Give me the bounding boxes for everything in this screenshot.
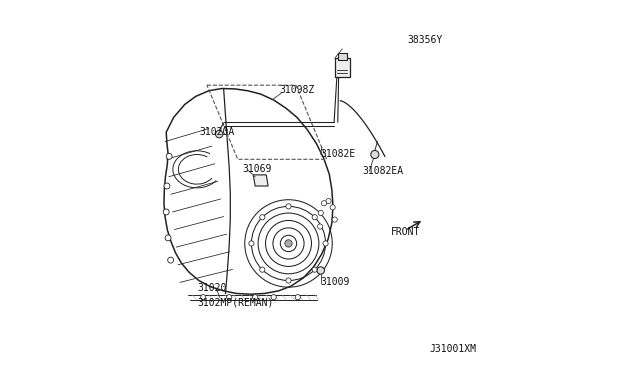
FancyBboxPatch shape — [338, 53, 347, 60]
Circle shape — [318, 211, 323, 215]
Text: 31098Z: 31098Z — [279, 85, 314, 94]
Polygon shape — [253, 175, 268, 186]
Circle shape — [312, 215, 317, 220]
Circle shape — [330, 205, 335, 210]
Text: 31020A: 31020A — [200, 127, 235, 137]
Circle shape — [164, 183, 170, 189]
Circle shape — [371, 150, 379, 158]
Circle shape — [317, 267, 324, 274]
Text: 3102MP(REMAN): 3102MP(REMAN) — [198, 298, 274, 308]
Circle shape — [271, 295, 276, 300]
Circle shape — [260, 215, 265, 220]
Circle shape — [201, 295, 206, 300]
Text: 31069: 31069 — [242, 164, 271, 174]
Circle shape — [163, 209, 169, 215]
Circle shape — [295, 295, 300, 300]
Polygon shape — [164, 89, 333, 294]
FancyBboxPatch shape — [335, 58, 349, 77]
Circle shape — [260, 267, 265, 272]
Circle shape — [227, 295, 232, 300]
Circle shape — [249, 241, 254, 246]
Circle shape — [216, 131, 223, 138]
Text: FRONT: FRONT — [390, 227, 420, 237]
Circle shape — [165, 235, 171, 241]
Text: 38356Y: 38356Y — [407, 35, 442, 45]
Circle shape — [332, 217, 337, 222]
Circle shape — [285, 240, 292, 247]
Circle shape — [253, 295, 258, 300]
Text: 31009: 31009 — [320, 278, 349, 287]
Circle shape — [317, 224, 323, 229]
Circle shape — [166, 153, 172, 159]
Text: 31020: 31020 — [198, 283, 227, 293]
Circle shape — [323, 241, 328, 246]
Circle shape — [312, 267, 317, 272]
Circle shape — [321, 201, 326, 206]
Circle shape — [286, 278, 291, 283]
Text: 31082E: 31082E — [320, 150, 355, 160]
Text: J31001XM: J31001XM — [429, 344, 476, 354]
Circle shape — [326, 199, 331, 204]
Text: 31082EA: 31082EA — [363, 166, 404, 176]
Circle shape — [168, 257, 173, 263]
Circle shape — [286, 204, 291, 209]
